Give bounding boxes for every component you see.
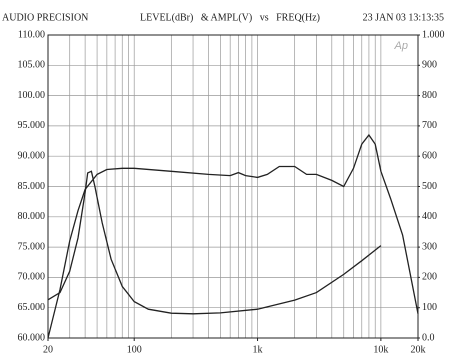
y-tick-label: 90.000 [18,150,46,161]
chart-title: LEVEL(dBr) & AMPL(V) vs FREQ(Hz) [140,12,320,23]
header-left: AUDIO PRECISION [2,12,88,23]
y2-tick-label: 1.000 [422,29,445,40]
y2-tick-label: 500 [422,181,437,192]
y2-tick-label: 700 [422,120,437,131]
y-tick-label: 110.00 [18,29,45,40]
y-tick-label: 60.000 [18,332,46,343]
y2-tick-label: 300 [422,241,437,252]
x-tick-label: 20 [43,344,53,355]
y-tick-label: 105.00 [18,60,46,71]
y2-tick-label: 100 [422,302,437,313]
y-tick-label: 65.000 [18,302,46,313]
y-tick-label: 75.000 [18,241,46,252]
y-tick-label: 95.000 [18,120,46,131]
y-tick-label: 100.00 [18,90,46,101]
y2-tick-label: 0.0 [422,332,435,343]
y-tick-label: 85.000 [18,181,46,192]
y2-tick-label: 400 [422,211,437,222]
logo: Ap [394,40,408,52]
plot-frame [47,34,419,339]
x-tick-label: 100 [127,344,142,355]
y-tick-label: 80.000 [18,211,46,222]
series-line [47,170,382,315]
y2-tick-label: 600 [422,150,437,161]
series-line [47,133,419,339]
header-right: 23 JAN 03 13:13:35 [363,12,444,23]
y2-tick-label: 200 [422,272,437,283]
y2-tick-label: 800 [422,90,437,101]
x-tick-label: 1k [253,344,263,355]
x-tick-label: 20k [411,344,426,355]
x-tick-label: 10k [373,344,388,355]
y-tick-label: 70.000 [18,272,46,283]
y2-tick-label: 900 [422,60,437,71]
